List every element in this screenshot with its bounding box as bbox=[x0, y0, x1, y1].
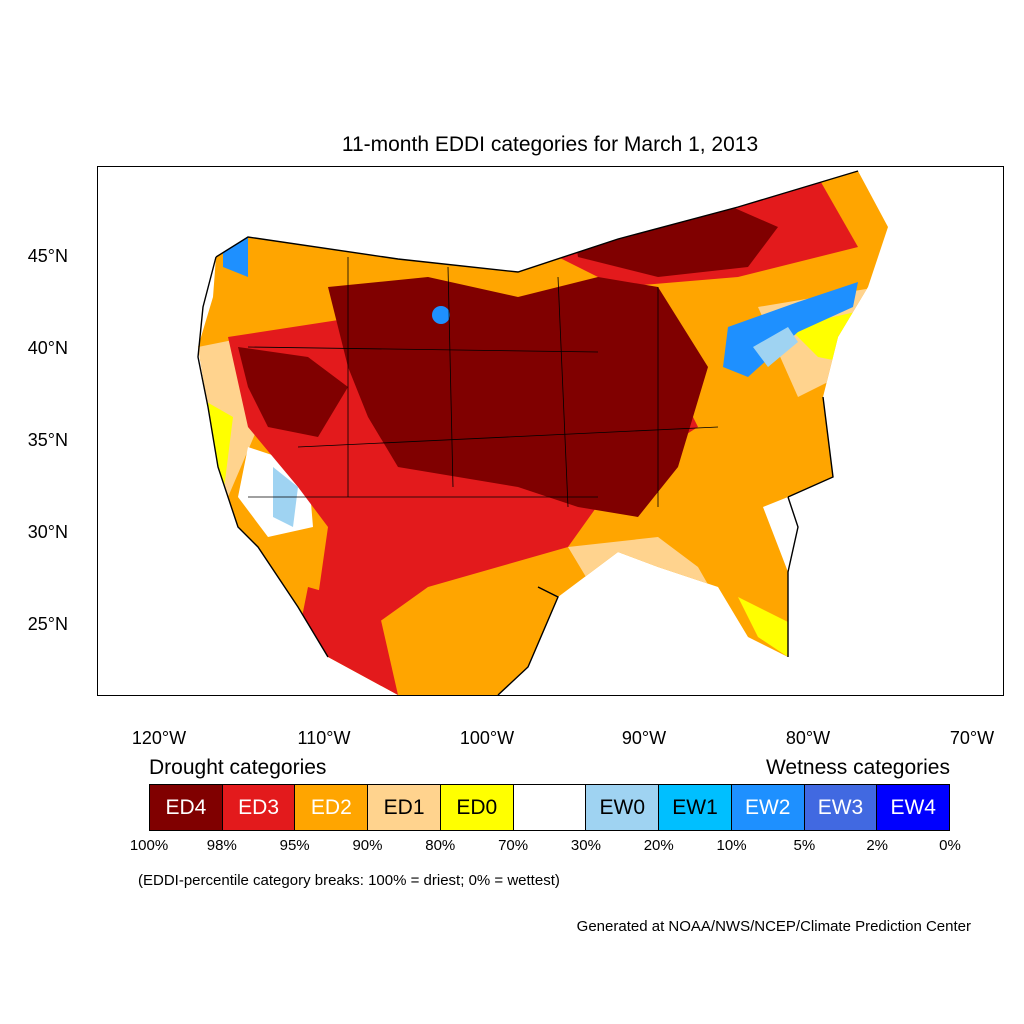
percentile-break-label: 5% bbox=[793, 837, 816, 854]
legend-cell-ew3: EW3 bbox=[804, 785, 878, 830]
legend-cell-ew1: EW1 bbox=[659, 785, 732, 830]
percentile-break-label: 30% bbox=[570, 837, 601, 854]
legend-cell-neutral bbox=[513, 785, 587, 830]
percentile-break-label: 100% bbox=[129, 837, 169, 854]
ew0-area-great-lakes bbox=[753, 327, 798, 367]
percentile-break-label: 98% bbox=[206, 837, 237, 854]
percentile-break-label: 20% bbox=[643, 837, 674, 854]
ew0-area-canada bbox=[313, 192, 463, 242]
lat-label-35: 35°N bbox=[27, 430, 68, 450]
lon-label-110: 110°W bbox=[297, 728, 351, 748]
lat-label-40: 40°N bbox=[27, 338, 68, 358]
legend-cell-ed3: ED3 bbox=[222, 785, 296, 830]
legend-cell-ed4: ED4 bbox=[150, 785, 223, 830]
legend-cell-ew0: EW0 bbox=[586, 785, 660, 830]
lon-label-120: 120°W bbox=[131, 728, 187, 748]
percentile-break-label: 90% bbox=[352, 837, 383, 854]
ew2-area-great-lakes bbox=[723, 282, 858, 377]
map-panel bbox=[97, 166, 1004, 696]
category-colorbar: ED4 ED3 ED2 ED1 ED0 EW0 EW1 EW2 EW3 EW4 bbox=[149, 784, 950, 831]
lat-label-45: 45°N bbox=[27, 246, 68, 266]
percentile-break-label: 80% bbox=[425, 837, 456, 854]
lon-label-100: 100°W bbox=[459, 728, 515, 748]
map-title: 11-month EDDI categories for March 1, 20… bbox=[341, 133, 759, 156]
wetness-categories-heading: Wetness categories bbox=[765, 756, 950, 779]
ed4-area-great-basin bbox=[238, 347, 348, 437]
percentile-break-label: 0% bbox=[939, 837, 961, 854]
drought-categories-heading: Drought categories bbox=[149, 756, 327, 779]
legend-cell-ed0: ED0 bbox=[440, 785, 514, 830]
percentile-break-label: 95% bbox=[279, 837, 310, 854]
coastline-outlines bbox=[197, 170, 859, 695]
neutral-area-canada bbox=[298, 187, 468, 247]
conus-eddi-map bbox=[197, 170, 888, 695]
legend-cell-ed2: ED2 bbox=[295, 785, 369, 830]
lon-label-70: 70°W bbox=[949, 728, 995, 748]
percentile-break-label: 2% bbox=[866, 837, 889, 854]
category-note: (EDDI-percentile category breaks: 100% =… bbox=[138, 872, 560, 889]
legend-cell-ew2: EW2 bbox=[731, 785, 805, 830]
legend-cell-ed1: ED1 bbox=[368, 785, 441, 830]
lon-label-90: 90°W bbox=[621, 728, 667, 748]
lat-label-30: 30°N bbox=[27, 522, 68, 542]
lat-label-25: 25°N bbox=[27, 614, 68, 634]
percentile-break-label: 70% bbox=[498, 837, 529, 854]
ed0-area-florida bbox=[738, 597, 798, 657]
ew2-spot-montana bbox=[432, 306, 450, 324]
state-borders bbox=[247, 257, 719, 508]
ed4-area-plains bbox=[328, 277, 708, 517]
legend-cell-ew4: EW4 bbox=[877, 785, 950, 830]
percentile-break-label: 10% bbox=[716, 837, 747, 854]
credit-line: Generated at NOAA/NWS/NCEP/Climate Predi… bbox=[576, 918, 971, 935]
lon-label-80: 80°W bbox=[785, 728, 831, 748]
